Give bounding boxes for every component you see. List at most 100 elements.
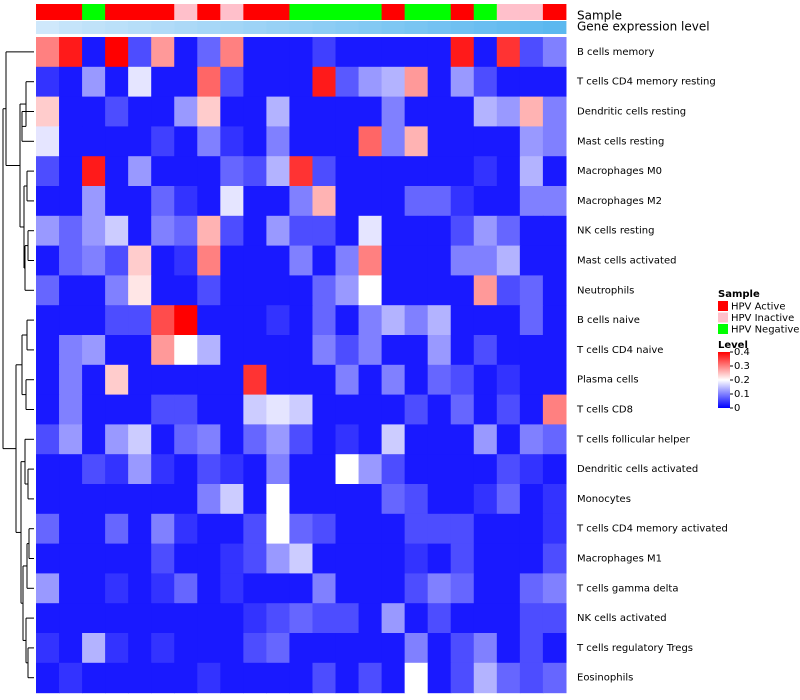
heatmap-cell [220, 603, 244, 634]
heatmap-cell [519, 364, 544, 396]
heatmap-cell [105, 513, 129, 545]
heatmap-cell [312, 186, 337, 217]
sample-annotation-cell [105, 4, 129, 20]
heatmap-cell [36, 96, 60, 127]
legend-tick-label: 0 [734, 403, 740, 414]
heatmap-cell [36, 662, 60, 694]
heatmap-cell [151, 662, 175, 694]
legend-swatch [718, 312, 728, 323]
heatmap-cell [243, 245, 267, 276]
heatmap-cell [220, 126, 244, 157]
heatmap-cell [358, 633, 383, 664]
heatmap-cell [519, 454, 544, 485]
heatmap-cell [289, 66, 314, 98]
heatmap-cell [427, 126, 452, 157]
heatmap-cell [289, 573, 314, 604]
heatmap-cell [519, 156, 544, 187]
heatmap-cell [335, 186, 360, 217]
heatmap-cell [220, 394, 244, 425]
heatmap-cell [243, 305, 267, 336]
expression-annotation-cell [59, 21, 83, 34]
heatmap-cell [542, 633, 567, 664]
heatmap-cell [289, 215, 314, 247]
heatmap-cell [496, 484, 521, 515]
annotation-track-labels: Sample Gene expression level [577, 9, 710, 34]
heatmap-cell [381, 424, 406, 455]
heatmap-cell [450, 335, 475, 366]
heatmap-cell [335, 275, 360, 306]
heatmap-cell [335, 156, 360, 187]
heatmap-cell [473, 364, 498, 396]
heatmap-cell [151, 156, 175, 187]
heatmap-cell [59, 37, 83, 68]
heatmap-cell [220, 573, 244, 604]
heatmap-cell [450, 215, 475, 247]
heatmap-cell [197, 424, 221, 455]
heatmap-cell [289, 364, 314, 396]
heatmap-cell [174, 573, 198, 604]
heatmap-cell [404, 96, 429, 127]
heatmap-cell [496, 126, 521, 157]
heatmap-cell [358, 662, 383, 694]
row-label: Neutrophils [577, 285, 634, 296]
row-label: NK cells resting [577, 226, 654, 237]
legend-sample-title: Sample [718, 289, 760, 300]
heatmap-cell [266, 335, 291, 366]
heatmap-cell [266, 484, 291, 515]
sample-annotation-cell [220, 4, 244, 20]
heatmap-cell [197, 484, 221, 515]
heatmap-cell [473, 245, 498, 276]
heatmap-cell [82, 543, 106, 574]
heatmap-cell [197, 394, 221, 425]
heatmap-cell [450, 394, 475, 425]
annotation-tracks [36, 4, 567, 34]
heatmap-cell [59, 662, 83, 694]
heatmap-cell [427, 633, 452, 664]
heatmap-cell [404, 126, 429, 157]
heatmap-cell [151, 364, 175, 396]
heatmap-cell [82, 66, 106, 98]
heatmap-cell [197, 66, 221, 98]
heatmap-cell [289, 633, 314, 664]
heatmap-cell [128, 215, 152, 247]
heatmap-cell [128, 305, 152, 336]
heatmap-cell [266, 394, 291, 425]
heatmap-cell [450, 126, 475, 157]
heatmap-cell [266, 573, 291, 604]
heatmap-cell [197, 126, 221, 157]
expression-annotation-cell [381, 21, 406, 34]
heatmap-cell [174, 66, 198, 98]
row-label: Dendritic cells resting [577, 107, 686, 118]
heatmap-cell [197, 96, 221, 127]
heatmap-cell [289, 513, 314, 545]
heatmap-cell [59, 245, 83, 276]
heatmap-cell [36, 424, 60, 455]
heatmap-cell [151, 335, 175, 366]
heatmap-cell [542, 275, 567, 306]
heatmap-cell [427, 543, 452, 574]
row-label: Plasma cells [577, 375, 639, 386]
heatmap-cell [289, 245, 314, 276]
heatmap-cell [473, 37, 498, 68]
sample-annotation-cell [519, 4, 544, 20]
heatmap-cell [197, 215, 221, 247]
heatmap-cell [496, 364, 521, 396]
heatmap-cell [36, 364, 60, 396]
heatmap-cell [473, 126, 498, 157]
heatmap-cell [128, 275, 152, 306]
heatmap-cell [312, 454, 337, 485]
heatmap-cell [174, 603, 198, 634]
heatmap-cell [358, 573, 383, 604]
heatmap-cell [404, 573, 429, 604]
heatmap-cell [404, 543, 429, 574]
expression-annotation-cell [82, 21, 106, 34]
heatmap-cell [105, 662, 129, 694]
heatmap-cell [220, 215, 244, 247]
heatmap-cell [174, 543, 198, 574]
heatmap-cell [450, 662, 475, 694]
heatmap-cell [174, 215, 198, 247]
heatmap-cell [59, 156, 83, 187]
heatmap-cell [128, 335, 152, 366]
heatmap-cell [266, 126, 291, 157]
